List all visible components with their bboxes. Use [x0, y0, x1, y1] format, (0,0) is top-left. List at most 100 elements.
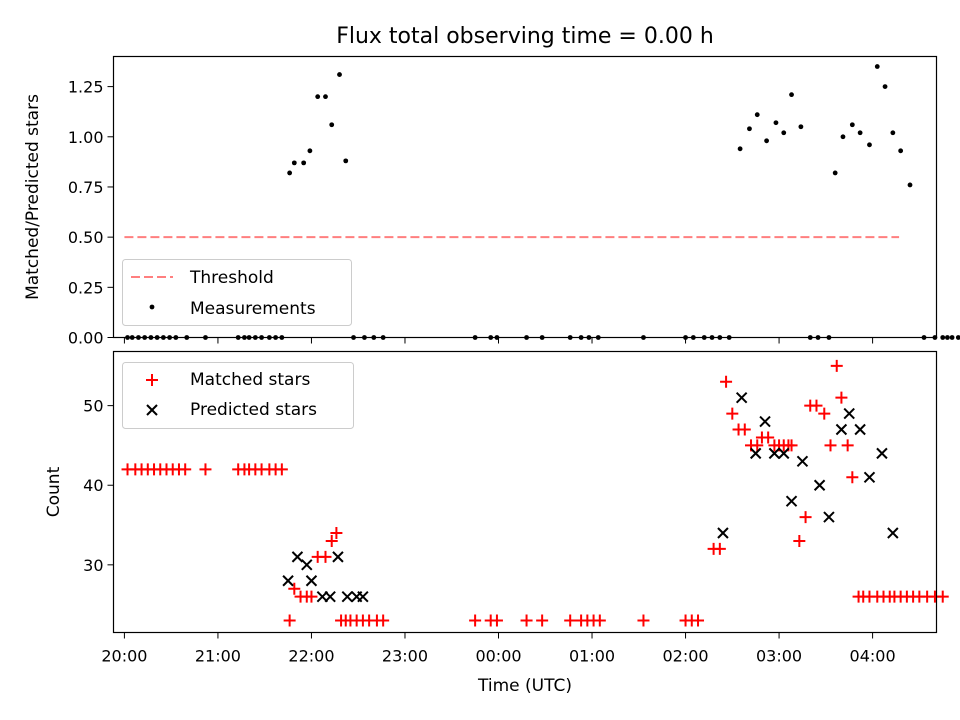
y-tick-label: 30: [83, 556, 103, 575]
matched-star-point: [319, 550, 332, 563]
measurement-point: [857, 130, 863, 136]
matched-star-point: [275, 463, 288, 476]
matched-star-point: [713, 542, 726, 555]
top-x-axis: [123, 337, 874, 344]
matched-star-point: [199, 463, 212, 476]
matched-star-point: [469, 614, 482, 627]
x-tick-label: 23:00: [382, 647, 428, 666]
x-tick-label: 20:00: [101, 647, 147, 666]
matched-star-point: [288, 582, 301, 595]
predicted-star-point: [876, 447, 888, 460]
matched-star-point: [720, 375, 733, 388]
measurement-point: [329, 122, 335, 128]
matched-star-point: [824, 439, 837, 452]
matched-star-point: [564, 614, 577, 627]
x-tick-label: 22:00: [288, 647, 334, 666]
measurement-point: [898, 148, 904, 154]
predicted-star-point: [843, 407, 855, 420]
y-tick-label: 1.25: [68, 78, 104, 97]
x-tick-label: 02:00: [662, 647, 708, 666]
matched-star-point: [762, 431, 775, 444]
matched-star-point: [738, 423, 751, 436]
measurement-point: [764, 138, 770, 144]
measurement-point: [949, 335, 955, 340]
matched-star-point: [377, 614, 390, 627]
predicted-star-point: [341, 590, 354, 603]
y-tick-label: 0.25: [68, 278, 104, 297]
y-tick-label: 0.75: [68, 178, 104, 197]
x-tick-label: 21:00: [195, 647, 241, 666]
predicted-star-point: [305, 575, 318, 587]
bottom-y-axis-label: Count: [44, 466, 64, 517]
measurement-point: [307, 148, 313, 154]
measurement-point: [874, 64, 880, 69]
matched-star-point: [179, 463, 192, 476]
measurement-point: [882, 84, 888, 90]
measurement-point: [840, 134, 846, 140]
matched-star-point: [830, 359, 843, 372]
legend-predicted-swatch: [146, 404, 158, 416]
predicted-star-point: [813, 479, 826, 491]
matched-star-point: [692, 614, 705, 627]
legend-measurements-label: Measurements: [190, 299, 316, 319]
measurement-point: [737, 146, 743, 152]
measurement-point: [890, 130, 896, 136]
measurement-point: [907, 182, 913, 188]
predicted-star-point: [823, 511, 835, 523]
measurement-point: [789, 92, 794, 98]
matched-star-point: [835, 391, 848, 404]
matched-star-point: [305, 590, 318, 603]
predicted-star-point: [778, 447, 790, 460]
chart-title: Flux total observing time = 0.00 h: [336, 24, 714, 49]
measurement-point: [337, 72, 342, 77]
predicted-star-point: [768, 447, 781, 460]
matched-star-point: [593, 614, 606, 627]
predicted-star-point: [796, 455, 809, 468]
x-tick-label: 03:00: [756, 647, 802, 666]
measurement-point: [287, 170, 293, 176]
x-tick-label: 00:00: [475, 647, 521, 666]
top-y-axis: 0.00 0.25 0.50 0.75 1.00 1.25: [68, 78, 114, 348]
matched-star-point: [793, 534, 806, 547]
top-legend: Threshold Measurements: [122, 259, 352, 326]
predicted-star-point: [749, 447, 762, 460]
y-tick-label: 0.00: [68, 329, 104, 348]
predicted-star-point: [735, 391, 748, 404]
measurement-point: [955, 335, 960, 340]
y-tick-label: 1.00: [68, 128, 104, 147]
matched-star-point: [520, 614, 533, 627]
measurement-point: [747, 126, 752, 132]
bottom-x-axis: 20:00 21:00 22:00 23:00 00:00 01:00 02:00 03:00…: [101, 632, 896, 666]
predicted-star-point: [282, 575, 294, 587]
measurement-point: [315, 94, 321, 100]
measurement-point: [849, 122, 855, 128]
matched-star-point: [726, 407, 739, 420]
matched-star-point: [810, 399, 823, 412]
predicted-star-point: [324, 590, 336, 603]
measurement-point: [798, 124, 804, 130]
matched-star-point: [799, 511, 812, 524]
matched-star-point: [841, 439, 854, 452]
measurement-point: [323, 94, 328, 100]
matched-star-point: [785, 439, 798, 452]
predicted-star-point: [785, 495, 798, 507]
legend-threshold-label: Threshold: [189, 268, 274, 288]
legend-measurements-swatch: [149, 304, 155, 310]
predicted-star-point: [291, 551, 304, 563]
predicted-star-point: [332, 551, 344, 563]
measurement-point: [291, 160, 297, 166]
matched-star-point: [283, 614, 296, 627]
y-tick-label: 40: [83, 476, 103, 495]
measurement-point: [301, 160, 307, 166]
top-y-axis-label: Matched/Predicted stars: [23, 94, 43, 300]
measurement-point: [781, 130, 787, 136]
bottom-x-axis-label: Time (UTC): [477, 676, 572, 696]
predicted-star-point: [301, 559, 313, 571]
predicted-star-point: [835, 423, 848, 436]
predicted-star-point: [854, 423, 866, 436]
legend-matched-swatch: [146, 374, 158, 386]
bottom-y-axis: 30 40 50: [83, 397, 114, 575]
matched-star-point: [330, 526, 343, 539]
matched-star-point: [818, 407, 831, 420]
